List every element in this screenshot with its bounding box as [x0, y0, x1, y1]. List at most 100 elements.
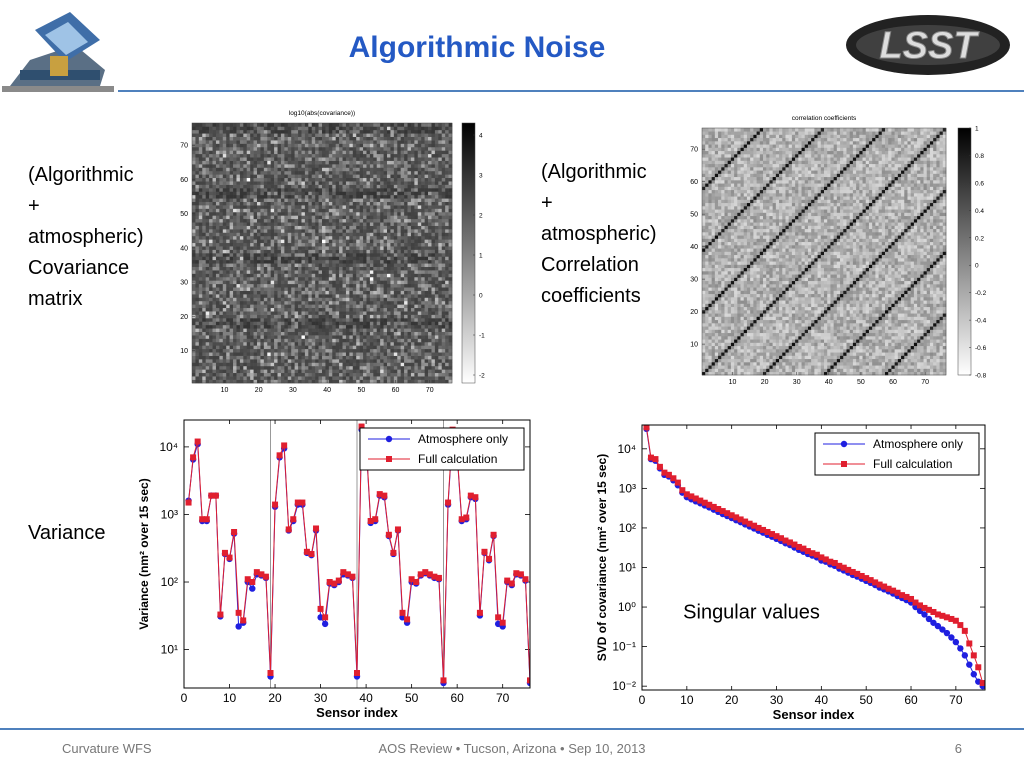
heatmap-cell — [284, 170, 289, 175]
heatmap-cell — [284, 181, 289, 185]
heatmap-cell — [263, 328, 268, 332]
heatmap-cell — [359, 355, 364, 360]
heatmap-cell — [253, 235, 258, 240]
heatmap-cell — [192, 372, 196, 377]
heatmap-cell — [215, 287, 220, 291]
heatmap-cell — [209, 198, 213, 202]
heatmap-cell — [322, 294, 326, 298]
heatmap-cell — [400, 318, 405, 322]
heatmap-cell — [236, 273, 241, 278]
heatmap-cell — [215, 177, 220, 182]
heatmap-cell — [400, 194, 405, 199]
heatmap-cell — [318, 256, 323, 261]
heatmap-cell — [243, 300, 248, 305]
heatmap-cell — [318, 222, 323, 226]
heatmap-cell — [417, 174, 422, 179]
heatmap-cell — [260, 218, 265, 223]
heatmap-cell — [400, 376, 405, 380]
heatmap-cell — [363, 338, 367, 343]
heatmap-cell — [195, 273, 200, 278]
heatmap-cell — [376, 205, 381, 209]
heatmap-cell — [373, 314, 378, 319]
heatmap-cell — [387, 335, 391, 339]
heatmap-cell — [222, 287, 227, 291]
heatmap-cell — [270, 191, 275, 196]
heatmap-cell — [192, 359, 196, 363]
heatmap-cell — [202, 157, 206, 161]
heatmap-cell — [205, 177, 210, 182]
heatmap-cell — [202, 276, 206, 281]
heatmap-cell — [438, 307, 443, 312]
heatmap-cell — [315, 249, 319, 254]
heatmap-cell — [363, 294, 367, 298]
heatmap-cell — [318, 297, 323, 302]
heatmap-cell — [332, 273, 336, 278]
heatmap-cell — [291, 201, 295, 206]
heatmap-cell — [369, 164, 374, 168]
heatmap-cell — [253, 321, 258, 326]
heatmap-cell — [287, 184, 292, 189]
heatmap-cell — [291, 164, 295, 168]
heatmap-cell — [287, 215, 292, 220]
heatmap-cell — [233, 246, 237, 250]
heatmap-cell — [243, 198, 248, 202]
heatmap-cell — [257, 194, 261, 199]
heatmap-cell — [322, 239, 326, 244]
heatmap-cell — [359, 300, 364, 305]
heatmap-cell — [280, 283, 285, 288]
heatmap-cell — [308, 328, 313, 332]
heatmap-cell — [318, 294, 323, 298]
heatmap-cell — [198, 211, 203, 216]
heatmap-cell — [390, 338, 395, 343]
heatmap-cell — [215, 365, 220, 370]
heatmap-cell — [219, 287, 224, 291]
heatmap-cell — [421, 331, 425, 336]
heatmap-cell — [400, 372, 405, 377]
heatmap-cell — [229, 287, 234, 291]
heatmap-cell — [311, 164, 316, 168]
heatmap-cell — [421, 160, 425, 165]
heatmap-cell — [239, 211, 244, 216]
heatmap-cell — [428, 205, 432, 209]
heatmap-cell — [325, 331, 330, 336]
heatmap-cell — [359, 256, 364, 261]
heatmap-cell — [291, 232, 295, 237]
heatmap-cell — [376, 362, 381, 367]
heatmap-cell — [328, 324, 333, 329]
heatmap-cell — [229, 314, 234, 319]
heatmap-cell — [380, 263, 384, 267]
heatmap-cell — [431, 194, 436, 199]
heatmap-cell — [345, 321, 350, 326]
heatmap-cell — [253, 355, 258, 360]
heatmap-cell — [421, 328, 425, 332]
heatmap-cell — [448, 266, 453, 271]
heatmap-cell — [390, 294, 395, 298]
heatmap-cell — [318, 211, 323, 216]
heatmap-cell — [325, 348, 330, 353]
heatmap-cell — [315, 328, 319, 332]
heatmap-cell — [410, 211, 415, 216]
heatmap-cell — [387, 263, 391, 267]
heatmap-cell — [345, 218, 350, 223]
heatmap-cell — [315, 263, 319, 267]
heatmap-cell — [318, 194, 323, 199]
heatmap-cell — [322, 328, 326, 332]
heatmap-cell — [236, 205, 241, 209]
heatmap-cell — [308, 318, 313, 322]
heatmap-cell — [448, 184, 453, 189]
heatmap-cell — [301, 283, 306, 288]
heatmap-cell — [209, 229, 213, 233]
heatmap-cell — [404, 287, 408, 291]
heatmap-cell — [294, 225, 299, 230]
heatmap-cell — [335, 218, 340, 223]
heatmap-cell — [328, 348, 333, 353]
heatmap-cell — [215, 218, 220, 223]
heatmap-cell — [267, 307, 271, 312]
heatmap-cell — [383, 290, 388, 295]
heatmap-cell — [229, 177, 234, 182]
heatmap-cell — [294, 376, 299, 380]
heatmap-cell — [304, 348, 309, 353]
heatmap-cell — [236, 164, 241, 168]
heatmap-cell — [233, 263, 237, 267]
heatmap-cell — [311, 170, 316, 175]
